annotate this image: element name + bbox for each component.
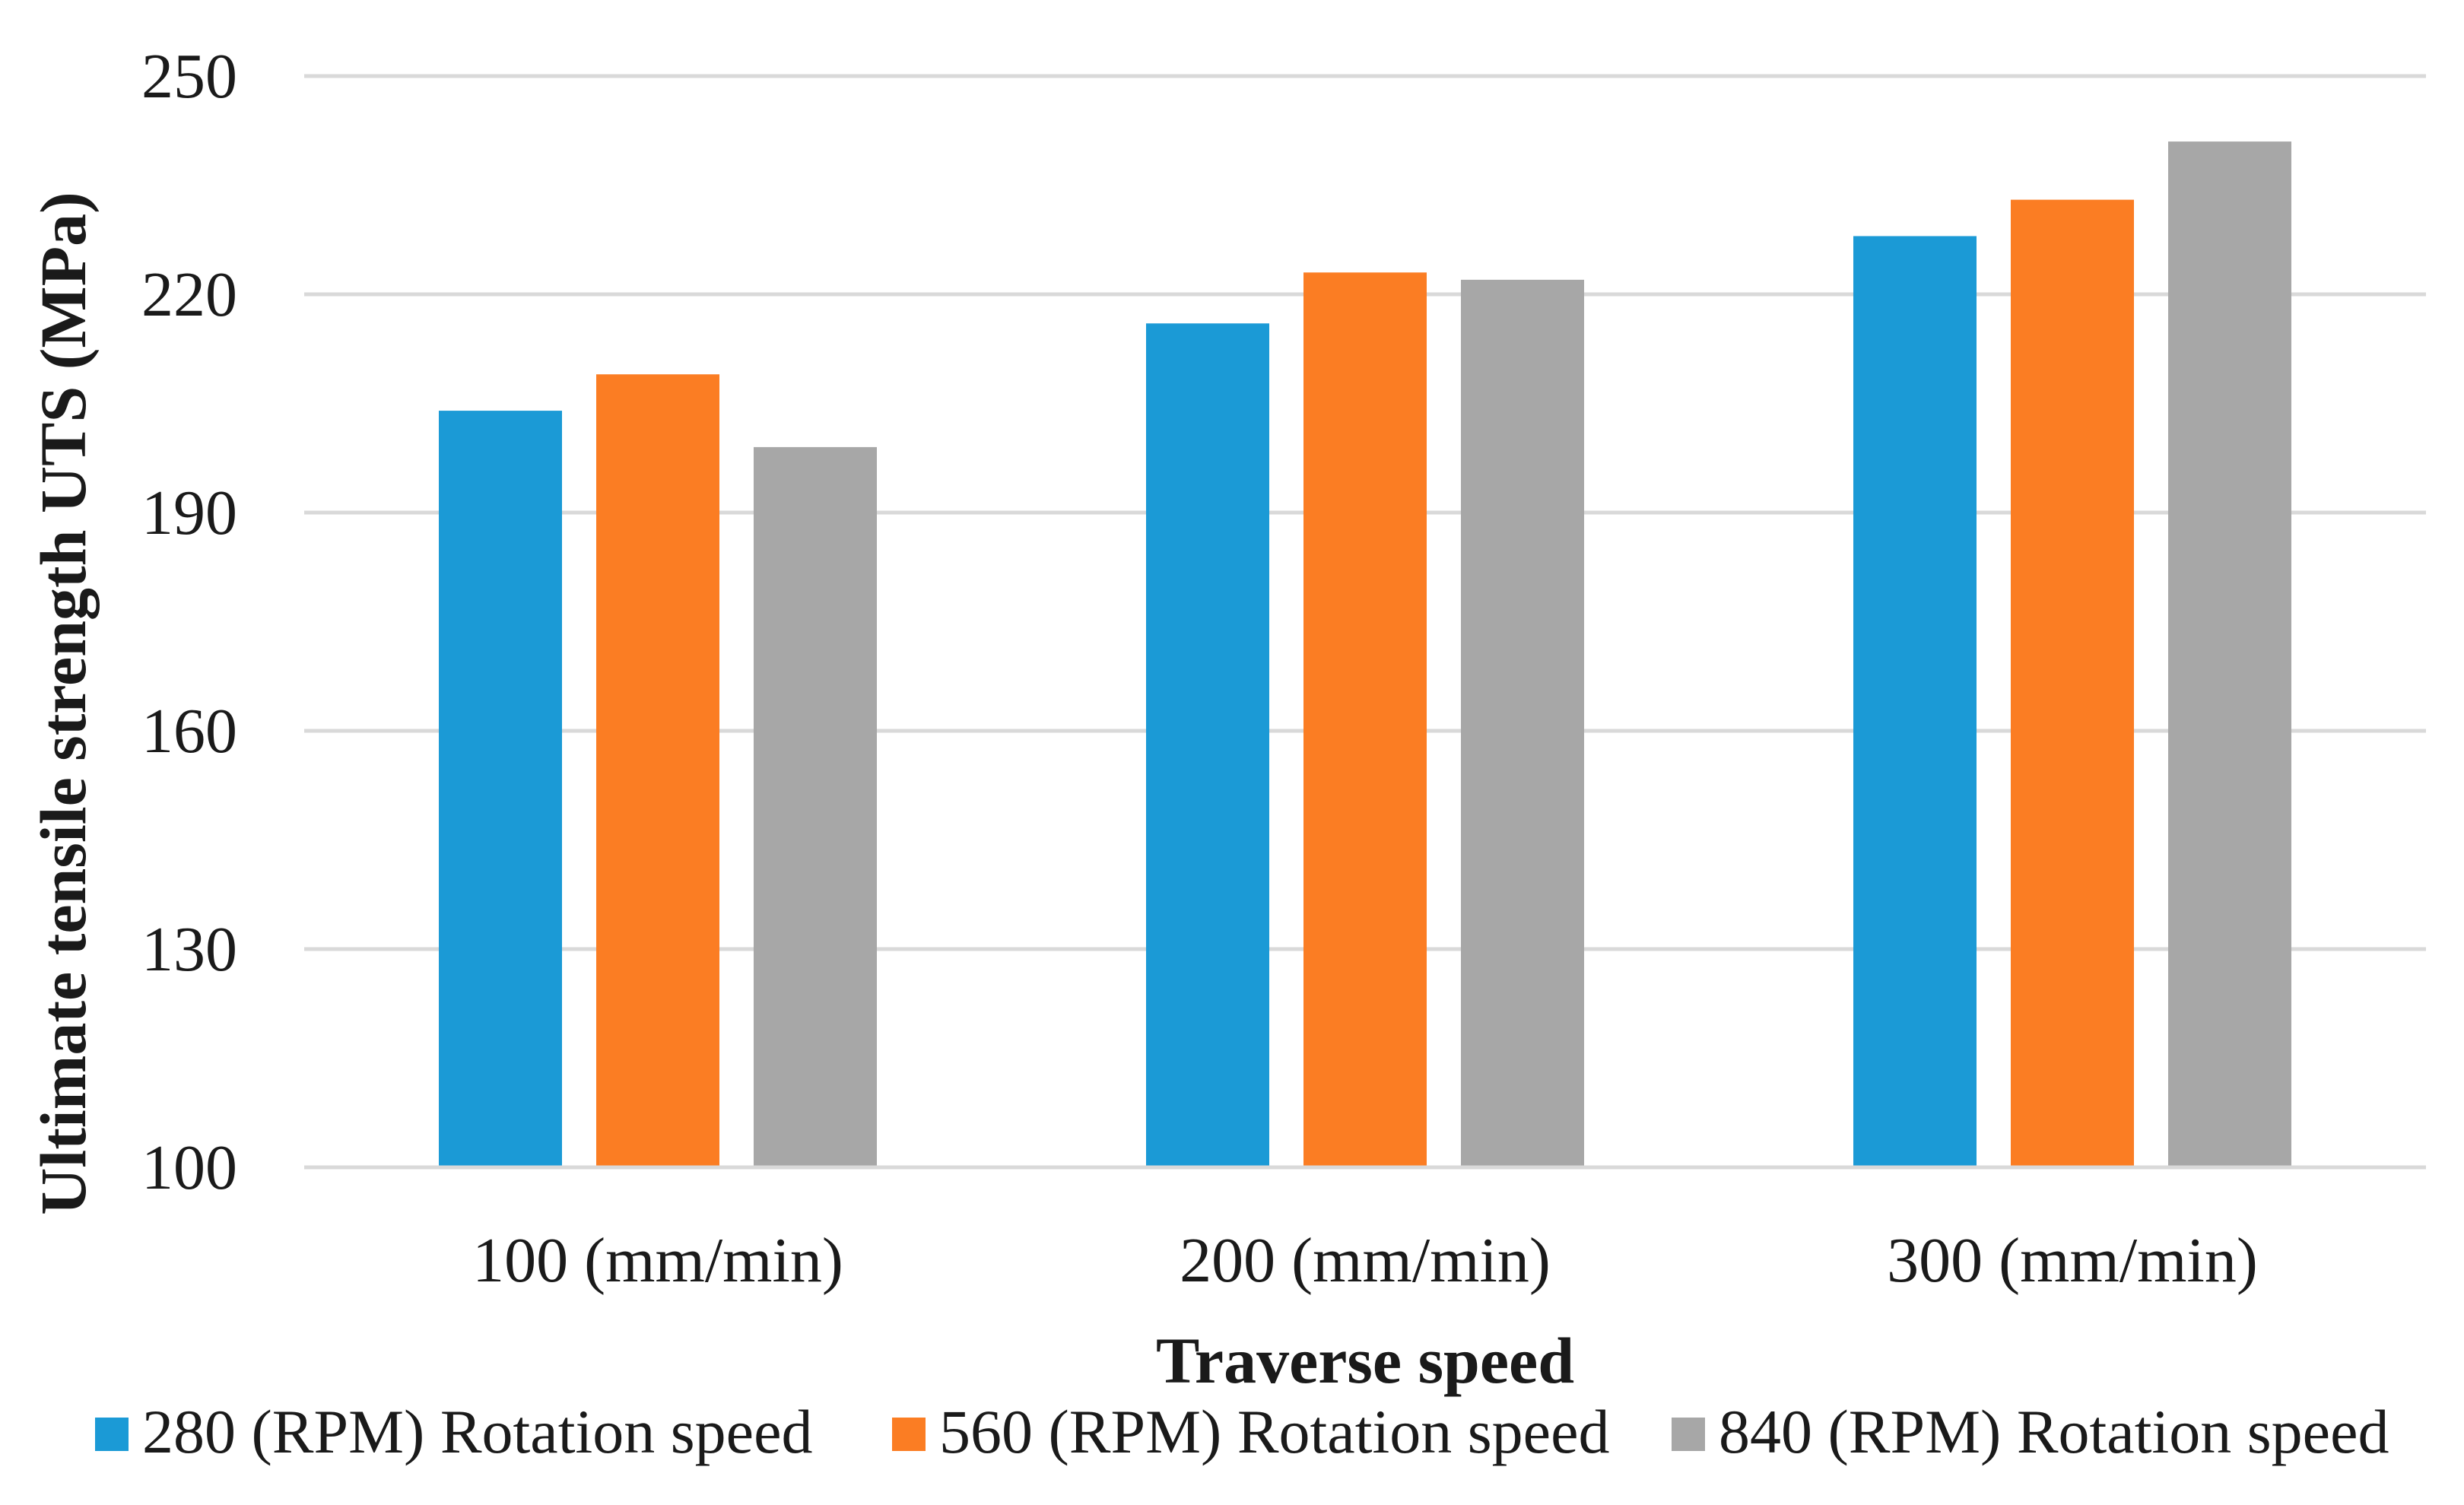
x-tick-label: 200 (mm/min) [1180,1225,1551,1296]
legend-swatch-series3 [1672,1418,1705,1451]
y-tick-label: 190 [141,478,237,548]
x-tick-label: 300 (mm/min) [1887,1225,2258,1296]
bar-series1-2 [1146,323,1269,1168]
legend-label-series2: 560 (RPM) Rotation speed [939,1397,1609,1466]
legend-label-series1: 280 (RPM) Rotation speed [142,1397,812,1466]
bar-series3-3 [2168,141,2291,1168]
bar-series1-3 [1853,236,1977,1167]
bar-series2-3 [2011,199,2134,1168]
bar-series3-2 [1461,279,1584,1167]
legend: 280 (RPM) Rotation speed 560 (RPM) Rotati… [95,1397,2389,1466]
bars [304,141,2426,1170]
y-tick-label: 100 [141,1132,237,1203]
y-tick-label: 250 [141,41,237,112]
y-tick-label: 160 [141,696,237,767]
x-axis-ticks: 100 (mm/min) 200 (mm/min) 300 (mm/min) [472,1225,2258,1296]
x-tick-label: 100 (mm/min) [472,1225,843,1296]
bar-series3-1 [754,446,877,1167]
bar-series2-1 [596,374,719,1167]
bar-series1-1 [439,411,562,1167]
y-axis-title: Ultimate tensile strength UTS (MPa) [27,192,100,1215]
y-tick-label: 220 [141,259,237,330]
legend-swatch-series2 [892,1418,926,1451]
legend-swatch-series1 [95,1418,129,1451]
y-tick-label: 130 [141,914,237,985]
bar-series2-2 [1303,272,1427,1167]
legend-label-series3: 840 (RPM) Rotation speed [1719,1397,2389,1466]
x-axis-title: Traverse speed [1156,1324,1574,1397]
y-axis-ticks: 100 130 160 190 220 250 [141,41,237,1203]
